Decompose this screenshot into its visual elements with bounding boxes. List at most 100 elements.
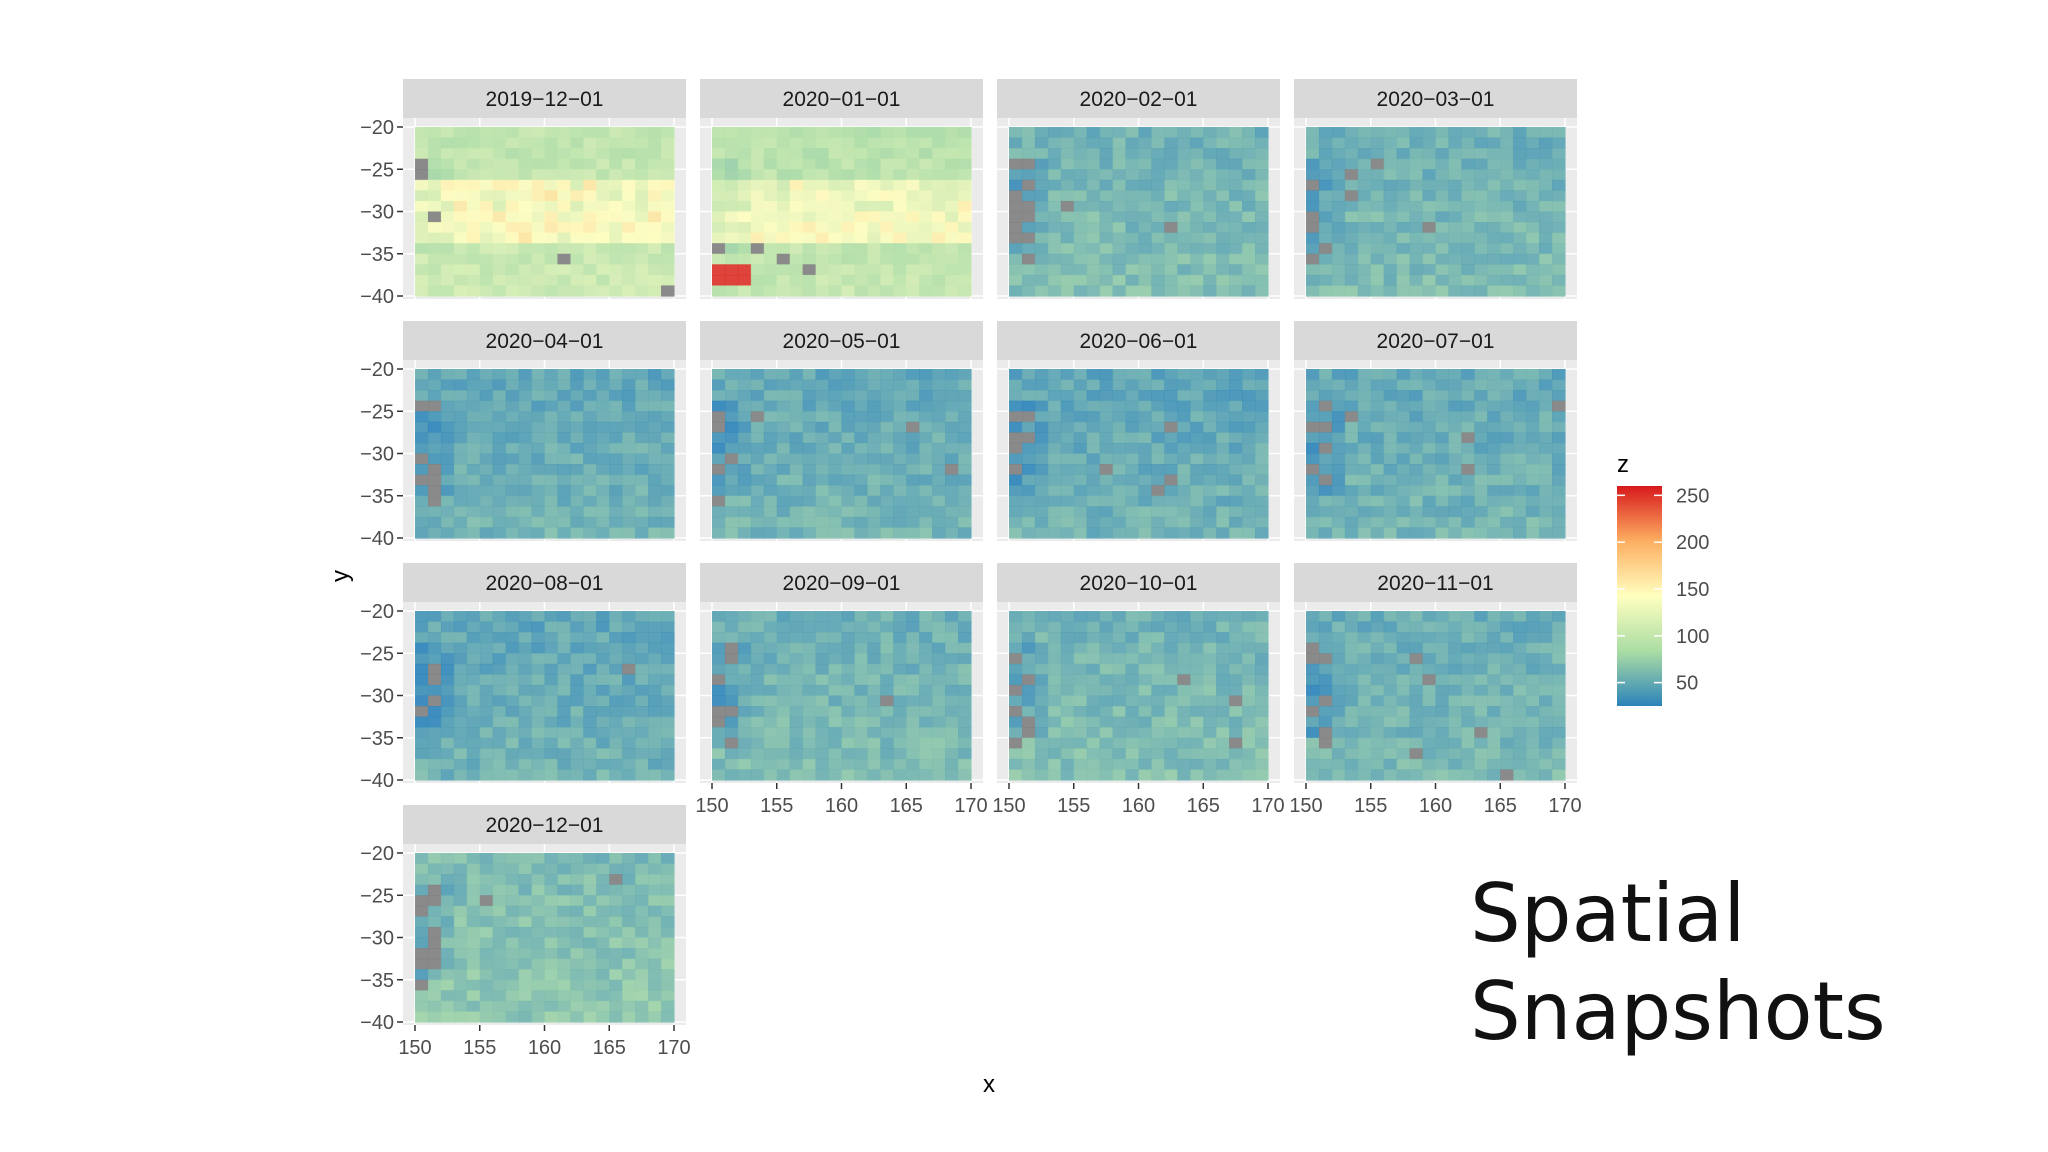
heatmap-tile [635, 264, 649, 276]
heatmap-tile [1422, 653, 1437, 665]
heatmap-tile [1513, 642, 1527, 654]
heatmap-tile [1370, 274, 1385, 287]
heatmap-tile [1190, 169, 1204, 181]
heatmap-tile [854, 663, 868, 675]
heatmap-tile [1370, 432, 1385, 444]
heatmap-tile [609, 737, 623, 749]
heatmap-tile [958, 169, 972, 181]
heatmap-tile [427, 137, 442, 149]
heatmap-tile [867, 769, 881, 781]
heatmap-tile [1021, 285, 1036, 297]
heatmap-tile [1255, 611, 1269, 623]
heatmap-tile [466, 485, 481, 497]
heatmap-tile [867, 379, 881, 391]
heatmap-tile [893, 148, 907, 160]
heatmap-tile [661, 506, 675, 518]
heatmap-tile [1190, 369, 1204, 381]
heatmap-tile [919, 611, 933, 623]
heatmap-tile [724, 663, 739, 675]
heatmap-tile [622, 1000, 636, 1013]
heatmap-tile [932, 179, 946, 191]
heatmap-tile [518, 243, 533, 255]
heatmap-tile [440, 421, 455, 433]
heatmap-tile [1487, 253, 1501, 265]
heatmap-tile [453, 474, 468, 486]
heatmap-tile [1047, 264, 1062, 276]
heatmap-tile [958, 695, 972, 707]
heatmap-tile [1357, 190, 1372, 202]
heatmap-tile [1099, 421, 1114, 433]
y-tick-label: −25 [360, 159, 394, 181]
heatmap-tile [1190, 695, 1204, 707]
heatmap-tile [1255, 432, 1269, 444]
heatmap-tile [1422, 769, 1437, 781]
heatmap-tile [1539, 137, 1553, 149]
heatmap-tile [1112, 737, 1127, 749]
heatmap-tile [505, 916, 520, 928]
heatmap-tile [1539, 769, 1553, 781]
heatmap-tile [1255, 695, 1269, 707]
heatmap-tile [1073, 727, 1088, 739]
heatmap-tile [1242, 527, 1256, 539]
heatmap-tile [854, 748, 868, 760]
heatmap-tile [531, 485, 546, 497]
heatmap-tile [1357, 148, 1372, 160]
heatmap-tile [1435, 411, 1450, 423]
heatmap-tile [828, 716, 843, 728]
heatmap-tile [570, 727, 584, 739]
heatmap-tile [906, 464, 920, 476]
heatmap-tile [1552, 485, 1566, 497]
heatmap-tile [1164, 727, 1178, 739]
heatmap-tile [1242, 264, 1256, 276]
heatmap-tile [1539, 400, 1553, 412]
heatmap-tile [932, 432, 946, 444]
heatmap-tile [1190, 621, 1204, 633]
heatmap-tile [583, 684, 597, 697]
heatmap-tile [919, 421, 933, 433]
heatmap-tile [479, 969, 494, 981]
heatmap-tile [453, 232, 468, 244]
heatmap-tile [1370, 632, 1385, 644]
heatmap-tile [1552, 411, 1566, 423]
heatmap-tile [609, 990, 623, 1002]
heatmap-tile [867, 727, 881, 739]
heatmap-tile [724, 737, 739, 749]
heatmap-tile [906, 253, 920, 265]
heatmap-tile [724, 632, 739, 644]
heatmap-tile [1487, 411, 1501, 423]
heatmap-tile [1448, 243, 1462, 255]
heatmap-tile [1487, 684, 1501, 697]
heatmap-tile [1125, 148, 1140, 160]
heatmap-tile [1203, 632, 1217, 644]
heatmap-tile [466, 432, 481, 444]
heatmap-tile [1021, 243, 1036, 255]
facet-strip [403, 79, 686, 118]
heatmap-tile [893, 716, 907, 728]
heatmap-tile [505, 926, 520, 939]
heatmap-tile [1318, 516, 1333, 529]
heatmap-tile [880, 190, 894, 202]
heatmap-tile [1422, 211, 1437, 223]
heatmap-tile [1306, 369, 1320, 381]
heatmap-tile [893, 127, 907, 139]
heatmap-tile [1474, 611, 1488, 623]
heatmap-tile [1034, 232, 1049, 244]
heatmap-tile [789, 716, 804, 728]
heatmap-tile [1229, 642, 1243, 654]
heatmap-tile [958, 516, 972, 529]
heatmap-tile [427, 127, 442, 139]
heatmap-tile [1409, 390, 1424, 402]
heatmap-tile [841, 464, 856, 476]
heatmap-tile [815, 758, 830, 771]
heatmap-tile [1060, 706, 1075, 718]
x-tick-label: 150 [398, 1037, 431, 1059]
heatmap-tile [479, 169, 494, 181]
heatmap-tile [906, 411, 920, 423]
heatmap-tile [1138, 716, 1153, 728]
heatmap-tile [1112, 527, 1127, 539]
heatmap-tile [958, 485, 972, 497]
heatmap-tile [919, 769, 933, 781]
heatmap-tile [1203, 527, 1217, 539]
heatmap-tile [544, 632, 559, 644]
heatmap-tile [1021, 621, 1036, 633]
